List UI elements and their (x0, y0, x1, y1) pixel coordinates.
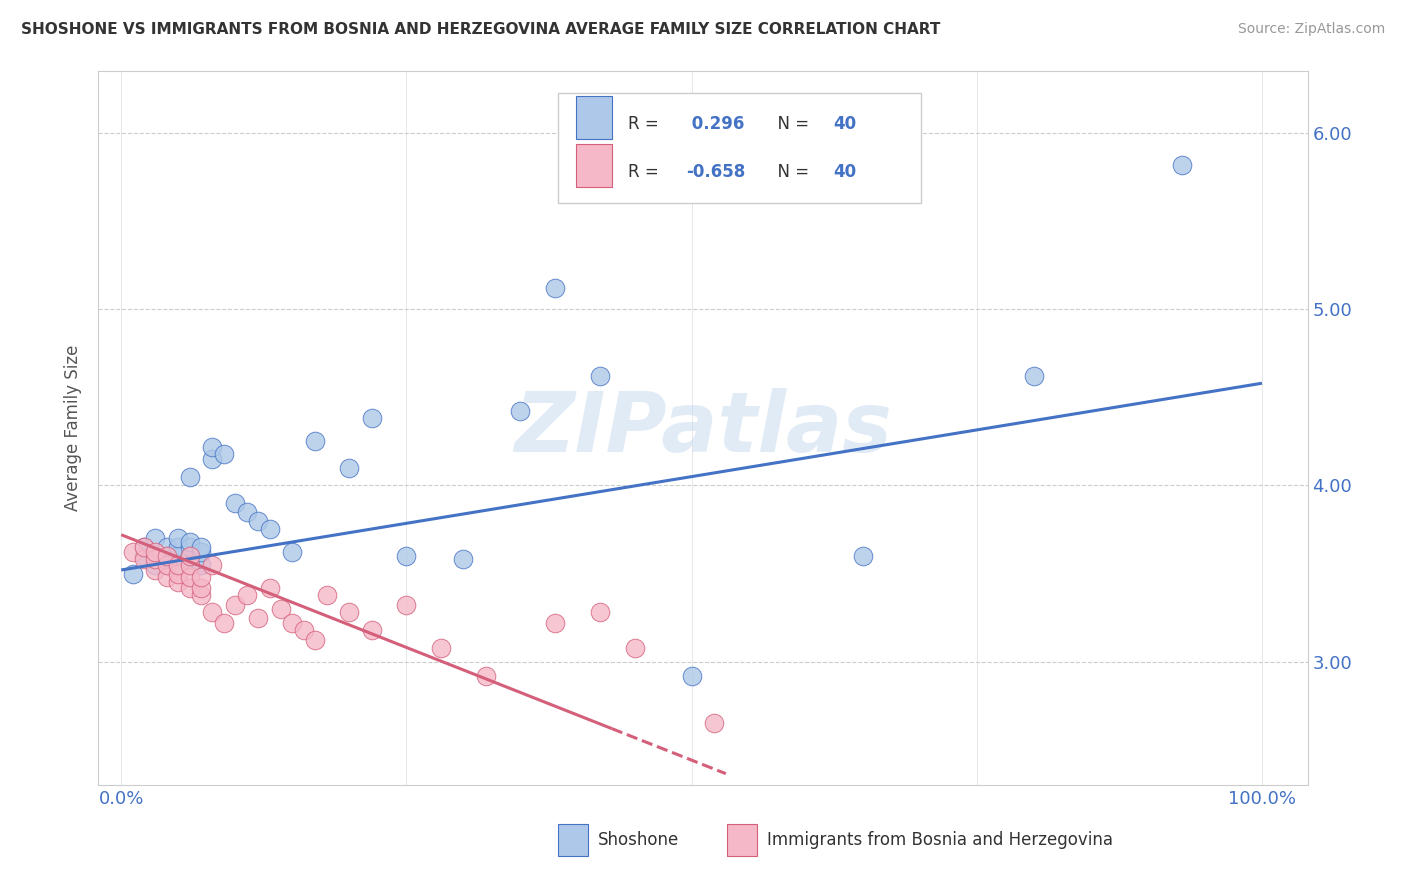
Point (247, 514, 270, 528)
Point (201, 558, 224, 572)
Point (681, 669, 703, 683)
Bar (576, 96, 613, 139)
Text: Immigrants from Bosnia and Herzegovina: Immigrants from Bosnia and Herzegovina (768, 831, 1114, 849)
Point (623, 640, 645, 655)
Point (292, 623, 315, 637)
Point (852, 549, 875, 563)
Y-axis label: Average Family Size: Average Family Size (65, 345, 83, 511)
Point (179, 540, 201, 554)
Point (156, 570, 179, 584)
Point (544, 281, 567, 295)
Text: N =: N = (768, 163, 814, 181)
Point (589, 369, 612, 384)
Point (167, 549, 190, 563)
Point (589, 605, 612, 619)
Text: 40: 40 (834, 115, 856, 133)
Point (167, 540, 190, 554)
Text: 40: 40 (834, 163, 856, 181)
Point (190, 540, 212, 554)
Point (259, 523, 281, 537)
Point (179, 549, 201, 563)
Point (201, 440, 224, 454)
Point (703, 716, 725, 731)
Point (156, 549, 179, 563)
Point (190, 588, 212, 602)
Text: Shoshone: Shoshone (598, 831, 679, 849)
Point (167, 558, 190, 572)
Point (224, 496, 246, 510)
Point (179, 469, 201, 483)
Point (270, 601, 292, 615)
Point (235, 505, 257, 519)
Point (235, 588, 257, 602)
Point (247, 610, 270, 624)
Point (121, 545, 143, 559)
Bar (558, 824, 588, 856)
Point (1171, 158, 1194, 172)
Point (190, 558, 212, 572)
Text: R =: R = (628, 115, 664, 133)
Point (167, 575, 190, 590)
Text: Source: ZipAtlas.com: Source: ZipAtlas.com (1237, 22, 1385, 37)
Point (167, 566, 190, 581)
Point (224, 599, 246, 613)
Point (121, 566, 143, 581)
Point (337, 460, 360, 475)
Point (145, 545, 167, 559)
Point (132, 540, 155, 554)
Point (201, 452, 224, 467)
Point (156, 558, 179, 572)
Point (145, 558, 167, 572)
Point (429, 640, 451, 655)
Point (179, 581, 201, 595)
Point (304, 434, 326, 449)
Text: N =: N = (768, 115, 814, 133)
Point (167, 558, 190, 572)
Point (167, 531, 190, 545)
Point (156, 549, 179, 563)
Point (156, 558, 179, 572)
Bar (576, 144, 613, 186)
Point (337, 605, 360, 619)
Text: SHOSHONE VS IMMIGRANTS FROM BOSNIA AND HERZEGOVINA AVERAGE FAMILY SIZE CORRELATI: SHOSHONE VS IMMIGRANTS FROM BOSNIA AND H… (21, 22, 941, 37)
Point (179, 558, 201, 572)
Point (315, 588, 337, 602)
Point (212, 615, 235, 630)
Point (453, 552, 475, 566)
Point (201, 605, 224, 619)
Point (132, 552, 155, 566)
Point (145, 552, 167, 566)
FancyBboxPatch shape (558, 93, 921, 203)
Point (132, 549, 155, 563)
Point (361, 623, 384, 637)
Point (179, 570, 201, 584)
Text: 0.296: 0.296 (686, 115, 744, 133)
Point (395, 549, 418, 563)
Point (212, 447, 235, 461)
Text: -0.658: -0.658 (686, 163, 745, 181)
Text: R =: R = (628, 163, 664, 181)
Point (132, 540, 155, 554)
Point (304, 633, 326, 648)
Point (281, 615, 304, 630)
Point (190, 545, 212, 559)
Point (281, 545, 304, 559)
Point (190, 570, 212, 584)
Point (395, 599, 418, 613)
Bar (727, 824, 758, 856)
Point (145, 531, 167, 545)
Point (1022, 369, 1045, 384)
Point (190, 581, 212, 595)
Point (179, 549, 201, 563)
Point (179, 534, 201, 549)
Text: ZIPatlas: ZIPatlas (515, 388, 891, 468)
Point (259, 581, 281, 595)
Point (156, 540, 179, 554)
Point (179, 552, 201, 566)
Point (361, 411, 384, 425)
Point (544, 615, 567, 630)
Point (145, 563, 167, 577)
Point (509, 404, 531, 418)
Point (475, 669, 498, 683)
